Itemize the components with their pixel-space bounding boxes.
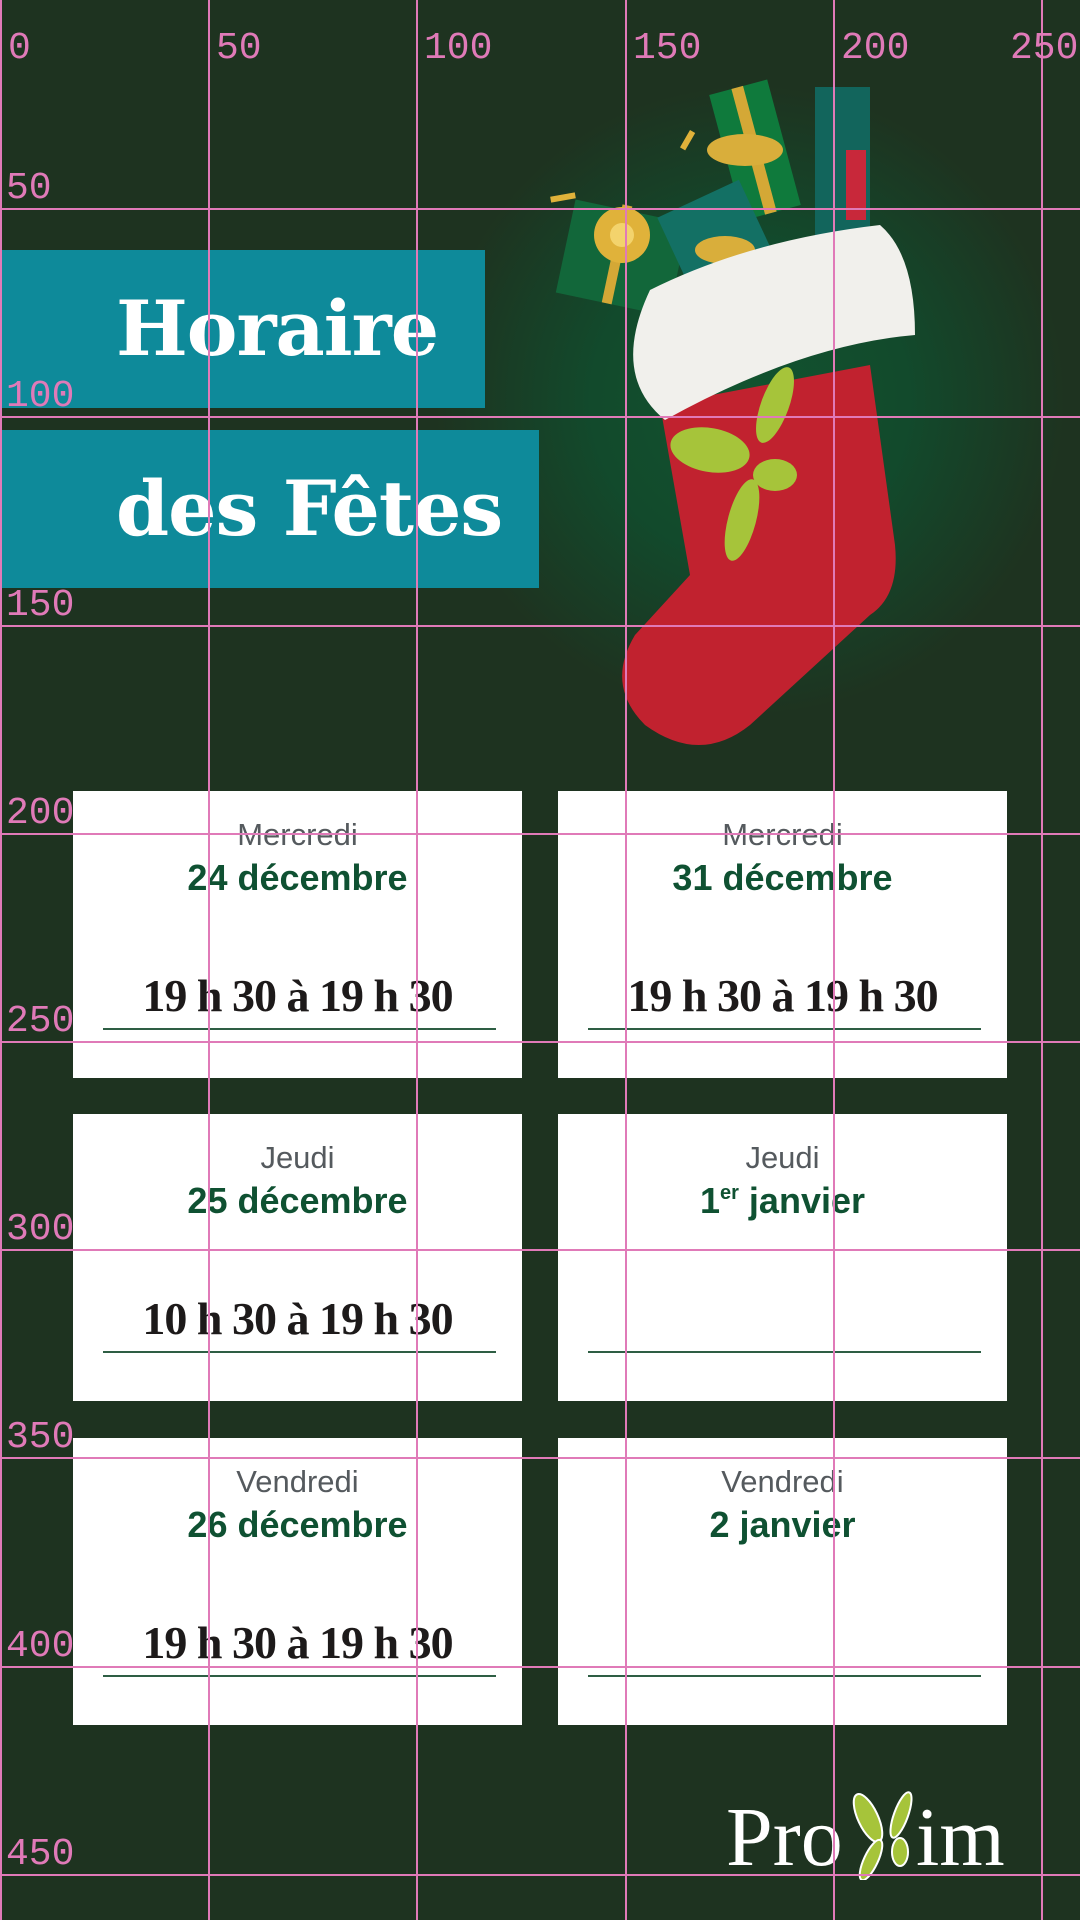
schedule-card: Vendredi 2 janvier xyxy=(558,1438,1007,1725)
title-line-1: Horaire xyxy=(0,250,485,408)
proxim-flower-icon xyxy=(670,367,797,561)
date-label: 25 décembre xyxy=(187,1180,408,1221)
hours-label: 10 h 30 à 19 h 30 xyxy=(142,1293,453,1344)
grid-label-x: 50 xyxy=(216,27,262,70)
proxim-logo: Pro im xyxy=(726,1791,1005,1880)
schedule-card: Jeudi 25 décembre 10 h 30 à 19 h 30 xyxy=(73,1114,522,1401)
grid-label-y: 150 xyxy=(6,584,75,627)
day-label: Jeudi xyxy=(260,1140,335,1175)
grid-label-y: 250 xyxy=(6,1000,75,1043)
date-label: 2 janvier xyxy=(709,1504,856,1545)
grid-label-y: 200 xyxy=(6,792,75,835)
christmas-stocking-illustration xyxy=(550,79,915,745)
date-label: 31 décembre xyxy=(672,857,893,898)
grid-label-y: 300 xyxy=(6,1208,75,1251)
date-label: 1er janvier xyxy=(558,1180,1007,1222)
divider xyxy=(588,1351,981,1353)
day-label: Vendredi xyxy=(721,1464,844,1499)
logo-flower-icon xyxy=(852,1791,913,1880)
day-label: Mercredi xyxy=(237,817,358,852)
hours-label: 19 h 30 à 19 h 30 xyxy=(142,970,453,1021)
grid-label-y: 400 xyxy=(6,1625,75,1668)
divider xyxy=(103,1028,496,1030)
day-label: Vendredi xyxy=(236,1464,359,1499)
day-label: Jeudi xyxy=(745,1140,820,1175)
schedule-card: Mercredi 24 décembre 19 h 30 à 19 h 30 xyxy=(73,791,522,1078)
grid-label-x: 0 xyxy=(8,27,31,70)
date-month: janvier xyxy=(738,1180,865,1221)
hours-label: 19 h 30 à 19 h 30 xyxy=(627,970,938,1021)
hours-label: 19 h 30 à 19 h 30 xyxy=(142,1617,453,1668)
svg-text:im: im xyxy=(916,1791,1005,1880)
divider xyxy=(588,1675,981,1677)
date-label: 24 décembre xyxy=(187,857,408,898)
grid-label-y: 50 xyxy=(6,167,52,210)
svg-text:Pro: Pro xyxy=(726,1791,843,1880)
schedule-card: Vendredi 26 décembre 19 h 30 à 19 h 30 xyxy=(73,1438,522,1725)
date-number: 1 xyxy=(699,1180,721,1221)
divider xyxy=(103,1351,496,1353)
date-label: 26 décembre xyxy=(187,1504,408,1545)
schedule-card: Mercredi 31 décembre 19 h 30 à 19 h 30 xyxy=(558,791,1007,1078)
grid-label-y: 350 xyxy=(6,1416,75,1459)
divider xyxy=(588,1028,981,1030)
stocking-cuff xyxy=(633,225,915,420)
day-label: Mercredi xyxy=(722,817,843,852)
date-ordinal: er xyxy=(720,1182,739,1204)
schedule-card: Jeudi 1er janvier xyxy=(558,1114,1007,1401)
title-line-2: des Fêtes xyxy=(0,430,539,588)
divider xyxy=(103,1675,496,1677)
grid-label-y: 450 xyxy=(6,1833,75,1876)
